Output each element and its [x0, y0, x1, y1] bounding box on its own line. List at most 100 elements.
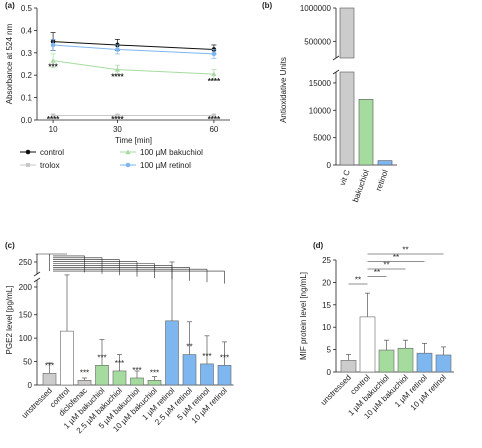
panel-b-x-tick-label: vit C [338, 168, 352, 186]
panel-c-y-tick-label: 200 [19, 283, 33, 292]
panel-d-y-tick-label: 5 [327, 346, 332, 355]
panel-c-significance-label: *** [115, 359, 124, 368]
panel-c-axis-break-mark [33, 277, 41, 283]
panel-d-bar [397, 347, 414, 373]
panel-a-y-tick-label: 0.3 [21, 49, 33, 58]
panel-c-bar [60, 330, 74, 386]
panel-c-bar [200, 363, 214, 386]
panel-c-bar [112, 370, 127, 386]
panel-c-bar [217, 365, 232, 386]
panel-c-y-tick-label: 100 [19, 334, 33, 343]
panel-a-point [115, 113, 120, 118]
panel-a-x-tick-label: 10 [49, 125, 58, 134]
panel-d-y-tick-label: 20 [322, 278, 331, 287]
panel-a-point [211, 51, 217, 57]
panel-a-y-tick-label: 0.1 [21, 94, 33, 103]
panel-a-y-tick-label: 0.2 [21, 71, 33, 80]
panel-a-legend-marker [125, 149, 131, 155]
panel-b-y-tick-label: 10000 [309, 106, 332, 115]
panel-d-y-tick-label: 25 [322, 256, 331, 265]
panel-c-y-tick-label: 250 [19, 258, 33, 267]
panel-a-y-axis-label: Absorbance at 524 nm [5, 23, 14, 104]
panel-a-series-line [53, 41, 214, 50]
panel-d-bar [416, 352, 433, 373]
panel-a-x-axis-label: Time [min] [115, 136, 152, 145]
panel-d-bar [378, 349, 395, 373]
panel-a-point [51, 113, 56, 118]
panel-b-label: (b) [262, 1, 273, 10]
panel-a-significance-label: **** [111, 115, 124, 124]
panel-a-label: (a) [5, 1, 15, 10]
panel-d-significance-label: ** [393, 253, 399, 262]
panel-d-bar [359, 316, 376, 373]
panel-c-significance-label: *** [45, 361, 54, 370]
panel-d-significance-label: ** [355, 276, 361, 285]
panel-d-label: (d) [313, 241, 324, 250]
panel-c-y-tick-label: 0 [28, 381, 33, 390]
panel-a-legend-label: 100 µM retinol [140, 161, 191, 170]
panel-a-legend-label: trolox [40, 161, 60, 170]
panel-c-bar [95, 365, 109, 386]
panel-c-significance-label: *** [97, 353, 106, 362]
panel-b-y-axis-label: Antioxidative Units [279, 57, 288, 123]
panel-d-y-tick-label: 15 [322, 301, 331, 310]
panel-a-series-line [53, 60, 214, 75]
panel-b-x-tick-label: retinol [374, 168, 390, 192]
panel-c-significance-label: *** [80, 368, 89, 377]
panel-a-point [50, 58, 56, 63]
panel-c-label: (c) [5, 241, 15, 250]
panel-a-series-line [53, 44, 214, 55]
panel-a-x-tick-label: 30 [113, 125, 122, 134]
panel-b-bar [358, 99, 374, 166]
panel-a-legend-marker [26, 163, 30, 167]
panel-a-significance-label: **** [208, 77, 221, 86]
panel-c-bar [147, 380, 162, 386]
panel-c-significance-label: ** [186, 343, 192, 352]
panel-a-y-tick-label: 0.5 [21, 4, 33, 13]
panel-c-significance-label: *** [220, 353, 229, 362]
panel-b-y-tick-label: 0 [327, 161, 332, 170]
panel-a-point [115, 47, 120, 52]
panel-a-point [114, 67, 121, 72]
panel-a-significance-label: **** [208, 115, 221, 124]
panel-b-bar [377, 160, 393, 166]
panel-b-bar [339, 71, 355, 166]
panel-d-y-tick-label: 10 [322, 323, 331, 332]
panel-a-legend-marker [125, 162, 131, 168]
panel-c-significance-label: *** [150, 368, 159, 377]
panel-a-significance-label: *** [48, 63, 58, 72]
panel-c-significance-label: *** [202, 352, 211, 361]
panel-b-axis-break-mark [332, 69, 340, 75]
panel-c-y-axis-label: PGE2 level [pg/mL] [5, 286, 14, 355]
panel-d-y-axis-label: MIF protein level [ng/mL] [299, 272, 308, 360]
panel-d-significance-label: ** [383, 261, 389, 270]
panel-c-bar [182, 354, 197, 386]
panel-b-y-tick-label: 15000 [309, 79, 332, 88]
panel-d-bar [435, 354, 452, 373]
panel-a-y-tick-label: 0.0 [21, 116, 33, 125]
panel-c-significance-label: *** [132, 366, 141, 375]
panel-c-bar [165, 320, 179, 386]
panel-a-legend-label: 100 µM bakuchiol [140, 148, 203, 157]
panel-d-significance-label: ** [374, 268, 380, 277]
panel-a-y-tick-label: 0.4 [21, 26, 33, 35]
panel-a-legend-marker [25, 149, 31, 155]
panel-d-y-tick-label: 0 [327, 368, 332, 377]
panel-d-significance-label: ** [402, 246, 408, 255]
panel-d-bar [340, 360, 357, 373]
panel-a-legend-label: control [40, 148, 64, 157]
panel-a-point [211, 71, 217, 77]
panel-b-y-tick-label: 5000 [313, 134, 331, 143]
panel-c-bar [42, 372, 57, 386]
panel-c-bar [130, 377, 144, 386]
panel-c-y-tick-label: 150 [19, 311, 33, 320]
panel-c-y-tick-label: 50 [23, 358, 32, 367]
panel-b-y-tick-label: 1000000 [300, 4, 332, 13]
panel-a-x-tick-label: 60 [209, 125, 218, 134]
panel-b-y-tick-label: 500000 [304, 37, 331, 46]
panel-b-axis-break-mark [332, 55, 340, 61]
panel-b-bar [339, 7, 355, 59]
panel-c-bar [77, 380, 92, 386]
panel-a-point [211, 113, 216, 118]
